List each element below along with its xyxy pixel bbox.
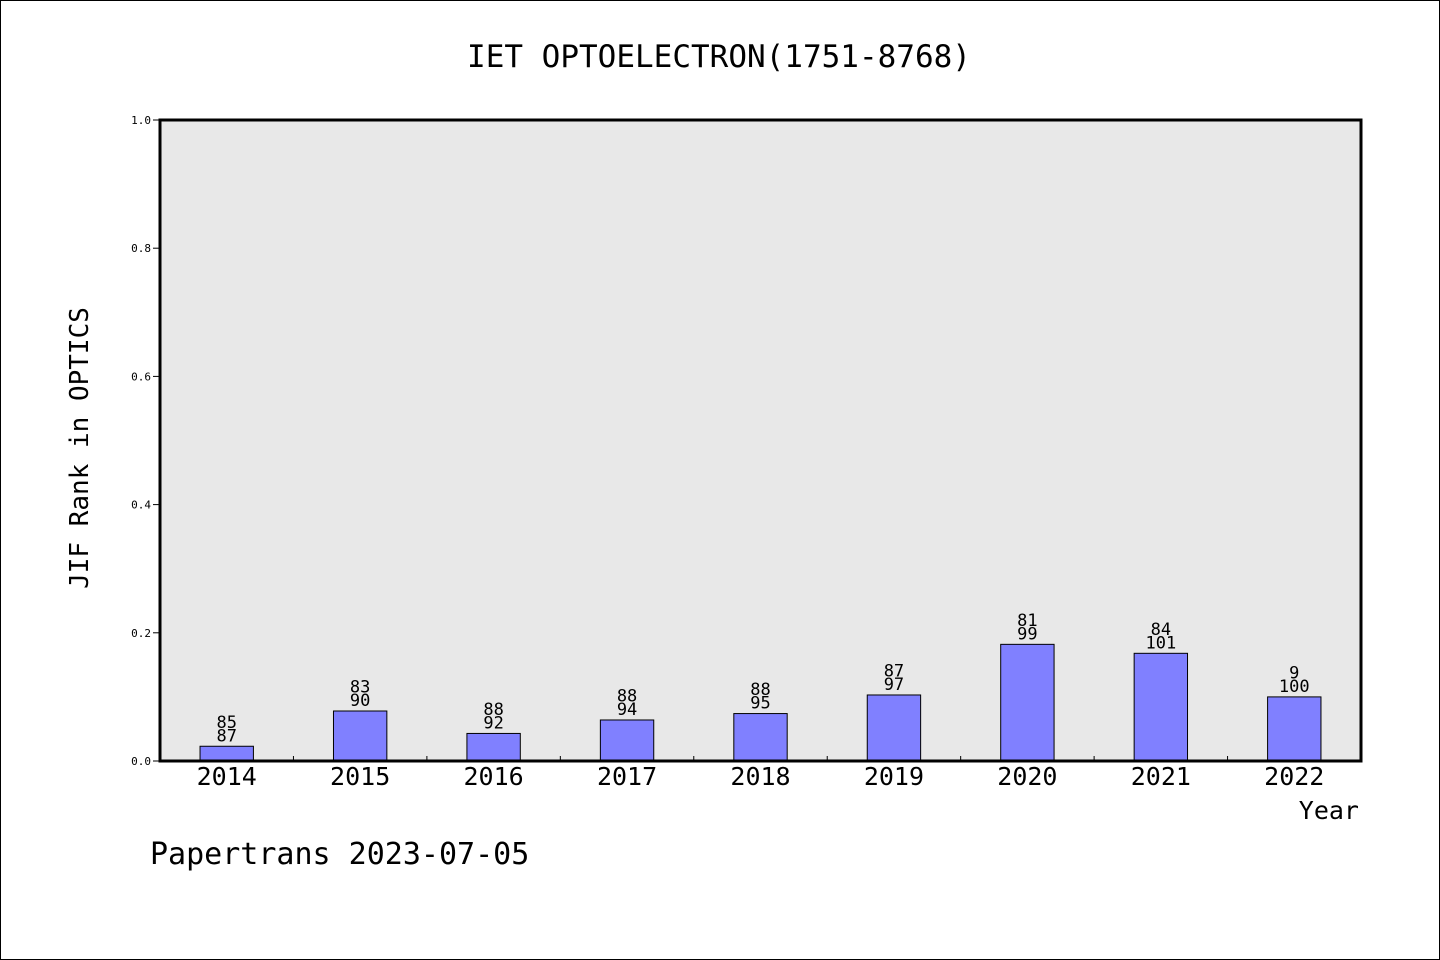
y-tick-label-1.0: 1.0 <box>131 114 151 127</box>
bar-label-2019-2: 97 <box>884 675 904 695</box>
bar-2022 <box>1267 696 1322 762</box>
x-tick-label-2019: 2019 <box>864 762 924 791</box>
y-axis-label: JIF Rank in OPTICS <box>65 307 95 589</box>
bars-group <box>199 643 1322 762</box>
x-tick-label-2020: 2020 <box>997 762 1057 791</box>
x-axis-label: Year <box>1299 796 1359 825</box>
y-tick-label-0.2: 0.2 <box>131 627 151 640</box>
bar-label-2017-1: 88 <box>617 686 637 706</box>
bar-2018 <box>733 713 788 762</box>
bar-label-2014-2: 87 <box>216 726 236 746</box>
bar-label-2015-2: 90 <box>350 691 370 711</box>
bar-label-2016-2: 92 <box>483 713 503 733</box>
bar-label-2020-2: 99 <box>1017 624 1037 644</box>
x-axis: 2014 2015 2016 2017 2018 2019 2020 2021 2022 <box>197 756 1324 791</box>
bar-label-2020-1: 81 <box>1017 611 1037 631</box>
bar-label-2018-1: 88 <box>750 680 770 700</box>
bar-2021 <box>1133 652 1189 762</box>
chart-title: IET OPTOELECTRON(1751-8768) <box>467 39 971 75</box>
bar-label-2016-1: 88 <box>483 700 503 720</box>
y-tick-label-0.8: 0.8 <box>131 242 151 255</box>
bar-label-2018-2: 95 <box>750 694 770 714</box>
bar-label-2021-2: 101 <box>1145 633 1176 653</box>
x-tick-label-2017: 2017 <box>597 762 657 791</box>
y-tick-label-0.6: 0.6 <box>131 370 151 383</box>
footer-credit: Papertrans 2023-07-05 <box>150 837 529 872</box>
x-tick-label-2021: 2021 <box>1131 762 1191 791</box>
bar-label-2017-2: 94 <box>617 700 637 720</box>
bar-label-2014-1: 85 <box>216 713 236 733</box>
x-tick-label-2022: 2022 <box>1264 762 1324 791</box>
bar-2016 <box>466 732 521 762</box>
x-tick-label-2014: 2014 <box>197 762 257 791</box>
bar-label-2022-2: 100 <box>1279 677 1310 697</box>
x-tick-label-2015: 2015 <box>330 762 390 791</box>
bar-2020 <box>1000 643 1055 762</box>
bar-label-2021-1: 84 <box>1151 620 1171 640</box>
bar-label-2015-1: 83 <box>350 678 370 698</box>
bar-label-2022-1: 9 <box>1289 663 1299 683</box>
bar-2019 <box>866 694 922 762</box>
y-tick-label-0.0: 0.0 <box>131 755 151 768</box>
bar-2017 <box>599 719 655 762</box>
x-tick-label-2018: 2018 <box>730 762 790 791</box>
bar-2015 <box>332 710 388 762</box>
bar-2014 <box>199 745 254 762</box>
y-axis: 0.0 0.2 0.4 0.6 0.8 1.0 <box>131 114 160 768</box>
y-tick-label-0.4: 0.4 <box>131 499 151 512</box>
bar-label-2019-1: 87 <box>884 661 904 681</box>
plot-border <box>158 118 1363 763</box>
x-tick-label-2016: 2016 <box>464 762 524 791</box>
